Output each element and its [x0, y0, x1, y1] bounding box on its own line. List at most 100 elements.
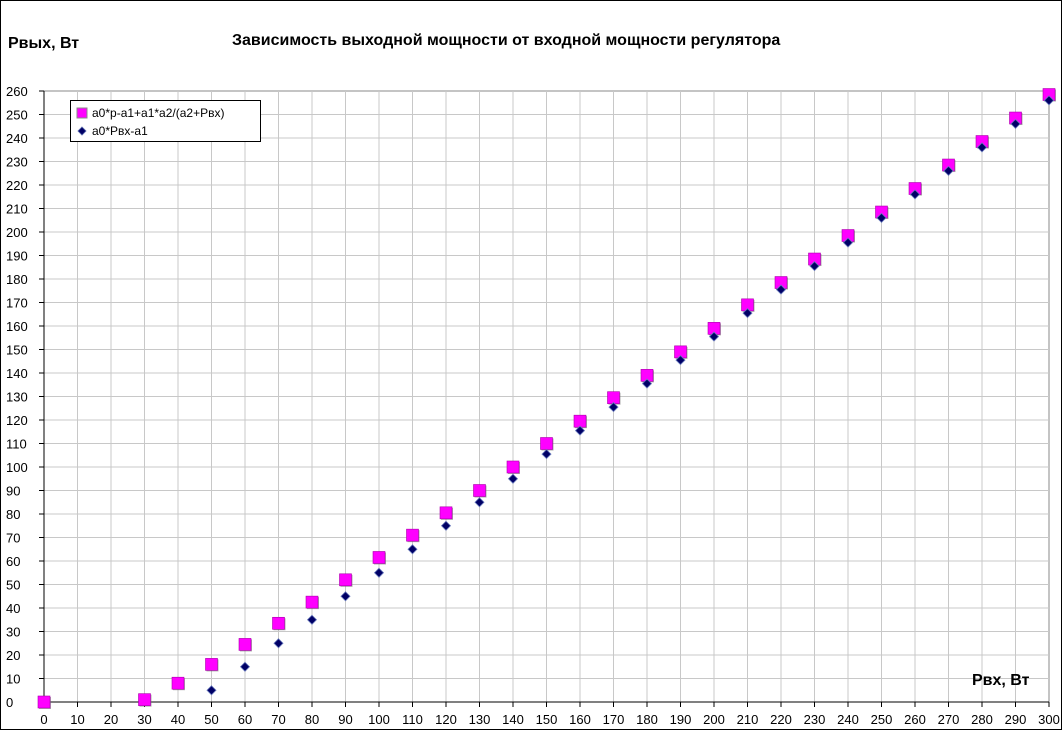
diamond-marker-icon	[76, 125, 89, 138]
square-marker	[138, 693, 151, 706]
y-tick-label: 60	[6, 554, 20, 569]
x-tick-label: 90	[338, 712, 352, 727]
diamond-marker	[574, 425, 586, 436]
x-tick-label: 150	[536, 712, 558, 727]
diamond-marker	[943, 165, 954, 176]
x-tick-label: 240	[837, 712, 859, 727]
y-tick-label: 210	[6, 202, 28, 217]
square-marker	[473, 484, 486, 497]
square-marker	[339, 573, 352, 587]
x-tick-label: 120	[435, 712, 457, 727]
diamond-marker	[340, 591, 351, 602]
diamond-marker	[909, 189, 921, 200]
y-tick-label: 250	[6, 108, 28, 123]
x-tick-label: 210	[737, 712, 759, 727]
diamond-marker	[474, 497, 485, 508]
diamond-marker	[206, 685, 217, 696]
x-tick-label: 190	[670, 712, 692, 727]
legend-label-series-2: a0*Pвх-a1	[92, 124, 148, 138]
x-tick-label: 250	[871, 712, 893, 727]
x-tick-label: 110	[402, 712, 423, 727]
x-tick-label: 160	[569, 712, 591, 727]
x-tick-label: 260	[904, 712, 926, 727]
y-tick-label: 240	[6, 131, 28, 146]
diamond-marker	[273, 638, 284, 649]
y-tick-label: 150	[6, 343, 28, 358]
y-tick-label: 180	[6, 272, 28, 287]
y-tick-label: 90	[6, 484, 20, 499]
y-tick-label: 70	[6, 531, 20, 546]
y-tick-label: 170	[6, 296, 28, 311]
legend-label-series-1: a0*p-a1+a1*a2/(a2+Pвх)	[92, 106, 225, 120]
diamond-marker	[373, 567, 385, 578]
square-marker	[372, 551, 386, 564]
x-tick-label: 20	[104, 712, 118, 727]
diamond-marker	[976, 142, 988, 153]
diamond-marker	[239, 661, 251, 672]
square-marker	[305, 595, 319, 609]
y-tick-label: 0	[6, 695, 13, 710]
series-squares	[37, 88, 1056, 709]
square-marker	[439, 506, 453, 520]
x-tick-label: 180	[636, 712, 658, 727]
x-tick-label: 100	[368, 712, 390, 727]
square-marker	[238, 638, 252, 651]
legend: a0*p-a1+a1*a2/(a2+Pвх) a0*Pвх-a1	[70, 100, 261, 142]
x-tick-label: 70	[271, 712, 285, 727]
x-tick-label: 130	[469, 712, 491, 727]
diamond-marker	[876, 212, 887, 223]
y-tick-label: 190	[6, 249, 28, 264]
square-marker	[171, 676, 185, 690]
diamond-marker	[608, 402, 619, 413]
grid-lines	[43, 90, 1050, 703]
square-marker	[506, 460, 520, 474]
square-marker	[540, 437, 553, 450]
square-marker	[37, 695, 51, 709]
x-tick-label: 300	[1038, 712, 1060, 727]
diamond-marker	[708, 331, 720, 342]
x-tick-label: 0	[40, 712, 47, 727]
y-tick-label: 160	[6, 319, 28, 334]
y-tick-label: 230	[6, 155, 28, 170]
x-tick-label: 270	[938, 712, 960, 727]
square-marker-icon	[76, 107, 89, 120]
x-tick-label: 230	[804, 712, 826, 727]
tick-labels: 0 10 20 30 40 50 60 70 80 90 100 110 120 130 140 150 160…	[6, 84, 1060, 727]
y-tick-label: 40	[6, 601, 20, 616]
diamond-marker	[306, 614, 318, 625]
series-diamonds	[206, 95, 1055, 696]
square-marker	[406, 528, 419, 542]
y-tick-label: 10	[6, 672, 20, 687]
diamond-marker	[675, 355, 686, 366]
x-tick-label: 200	[703, 712, 725, 727]
diamond-marker	[1043, 95, 1055, 106]
y-tick-label: 100	[6, 460, 28, 475]
square-marker	[272, 616, 285, 630]
diamond-marker	[775, 284, 787, 295]
y-tick-label: 140	[6, 366, 28, 381]
y-tick-label: 110	[6, 437, 27, 452]
y-tick-label: 80	[6, 507, 20, 522]
x-tick-label: 220	[770, 712, 792, 727]
x-tick-label: 10	[70, 712, 84, 727]
y-tick-label: 260	[6, 84, 28, 99]
x-tick-label: 280	[971, 712, 993, 727]
square-marker	[205, 658, 218, 671]
axes	[39, 90, 1050, 707]
y-tick-label: 130	[6, 390, 28, 405]
y-axis-label: Pвых, Вт	[8, 35, 80, 52]
legend-item-series-2: a0*Pвх-a1	[76, 122, 260, 140]
x-tick-label: 60	[238, 712, 252, 727]
x-tick-label: 40	[171, 712, 185, 727]
y-tick-label: 120	[6, 413, 28, 428]
diamond-marker	[440, 520, 452, 531]
diamond-marker	[1010, 118, 1021, 129]
square-marker	[607, 391, 620, 404]
x-tick-label: 290	[1005, 712, 1027, 727]
diamond-marker	[507, 473, 519, 484]
legend-item-series-1: a0*p-a1+a1*a2/(a2+Pвх)	[76, 104, 260, 122]
x-tick-label: 140	[502, 712, 524, 727]
y-tick-label: 50	[6, 578, 20, 593]
diamond-marker	[407, 544, 418, 555]
